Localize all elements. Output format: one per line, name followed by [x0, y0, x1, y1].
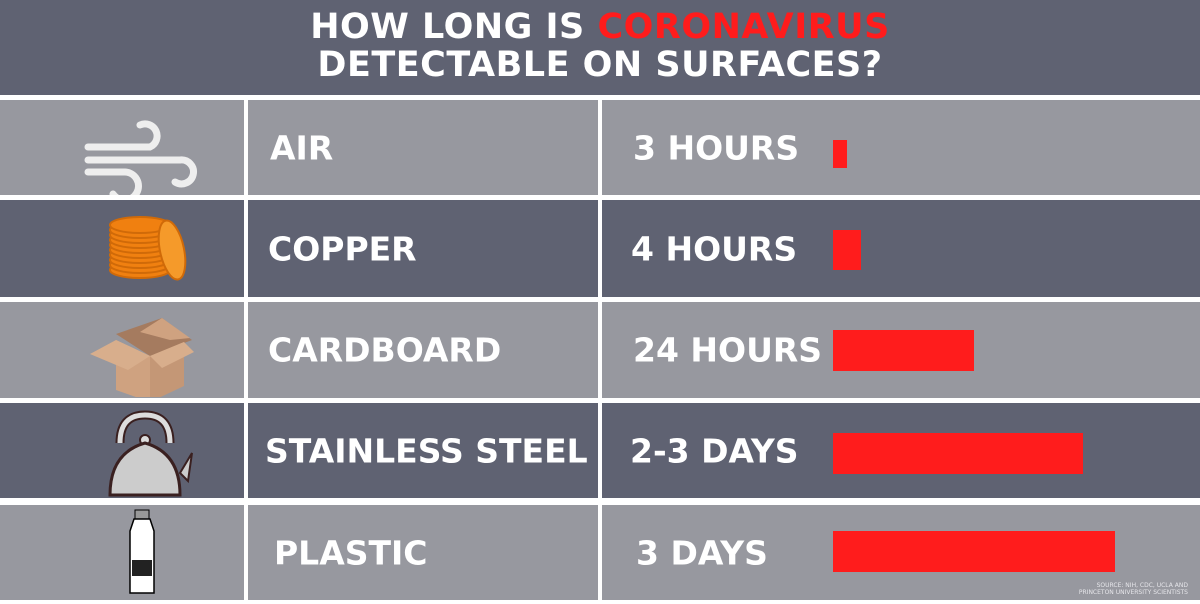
source-line2: PRINCETON UNIVERSITY SCIENTISTS — [1078, 589, 1188, 596]
plastic-bottle-icon — [80, 505, 200, 600]
duration-cell: 24 HOURS — [602, 302, 1200, 398]
duration-label: 24 HOURS — [633, 330, 823, 370]
duration-bar — [833, 140, 847, 168]
table-row: COPPER 4 HOURS — [0, 200, 1200, 297]
title-part1: HOW LONG IS — [310, 7, 598, 47]
surface-label: STAINLESS STEEL — [265, 431, 588, 470]
surface-label: AIR — [270, 128, 334, 167]
icon-cell — [0, 505, 244, 600]
duration-label: 3 DAYS — [636, 533, 768, 572]
surface-cell: CARDBOARD — [248, 302, 598, 398]
duration-bar — [833, 230, 861, 270]
surface-cell: AIR — [248, 100, 598, 195]
duration-cell: 2-3 DAYS — [602, 403, 1200, 498]
surface-label: COPPER — [268, 229, 417, 268]
title-header: HOW LONG IS CORONAVIRUS DETECTABLE ON SU… — [0, 0, 1200, 95]
surface-label: CARDBOARD — [268, 330, 502, 370]
icon-cell — [0, 200, 244, 297]
cardboard-box-icon — [80, 302, 200, 402]
icon-cell — [0, 100, 244, 204]
duration-label: 2-3 DAYS — [630, 431, 799, 470]
duration-bar — [833, 531, 1115, 572]
duration-cell: 3 HOURS — [602, 100, 1200, 195]
title-line2: DETECTABLE ON SURFACES? — [317, 45, 883, 85]
duration-cell: 3 DAYS — [602, 505, 1200, 600]
surface-label: PLASTIC — [274, 533, 428, 572]
icon-cell — [0, 403, 244, 498]
duration-label: 3 HOURS — [633, 128, 800, 167]
surface-cell: PLASTIC — [248, 505, 598, 600]
duration-bar — [833, 433, 1083, 474]
duration-cell: 4 HOURS — [602, 200, 1200, 297]
surface-cell: STAINLESS STEEL — [248, 403, 598, 498]
source-line1: SOURCE: NIH, CDC, UCLA AND — [1096, 582, 1188, 589]
duration-bar — [833, 330, 974, 371]
duration-label: 4 HOURS — [631, 229, 798, 268]
kettle-icon — [80, 403, 200, 498]
title-highlight: CORONAVIRUS — [597, 7, 890, 47]
table-row: CARDBOARD 24 HOURS — [0, 302, 1200, 402]
table-row: STAINLESS STEEL 2-3 DAYS — [0, 403, 1200, 498]
table-row: PLASTIC 3 DAYS — [0, 505, 1200, 600]
surface-cell: COPPER — [248, 200, 598, 297]
source-note: SOURCE: NIH, CDC, UCLA AND PRINCETON UNI… — [1079, 582, 1188, 596]
wind-icon — [80, 100, 200, 204]
icon-cell — [0, 302, 244, 402]
copper-coins-icon — [80, 200, 200, 297]
table-row: AIR 3 HOURS — [0, 100, 1200, 204]
